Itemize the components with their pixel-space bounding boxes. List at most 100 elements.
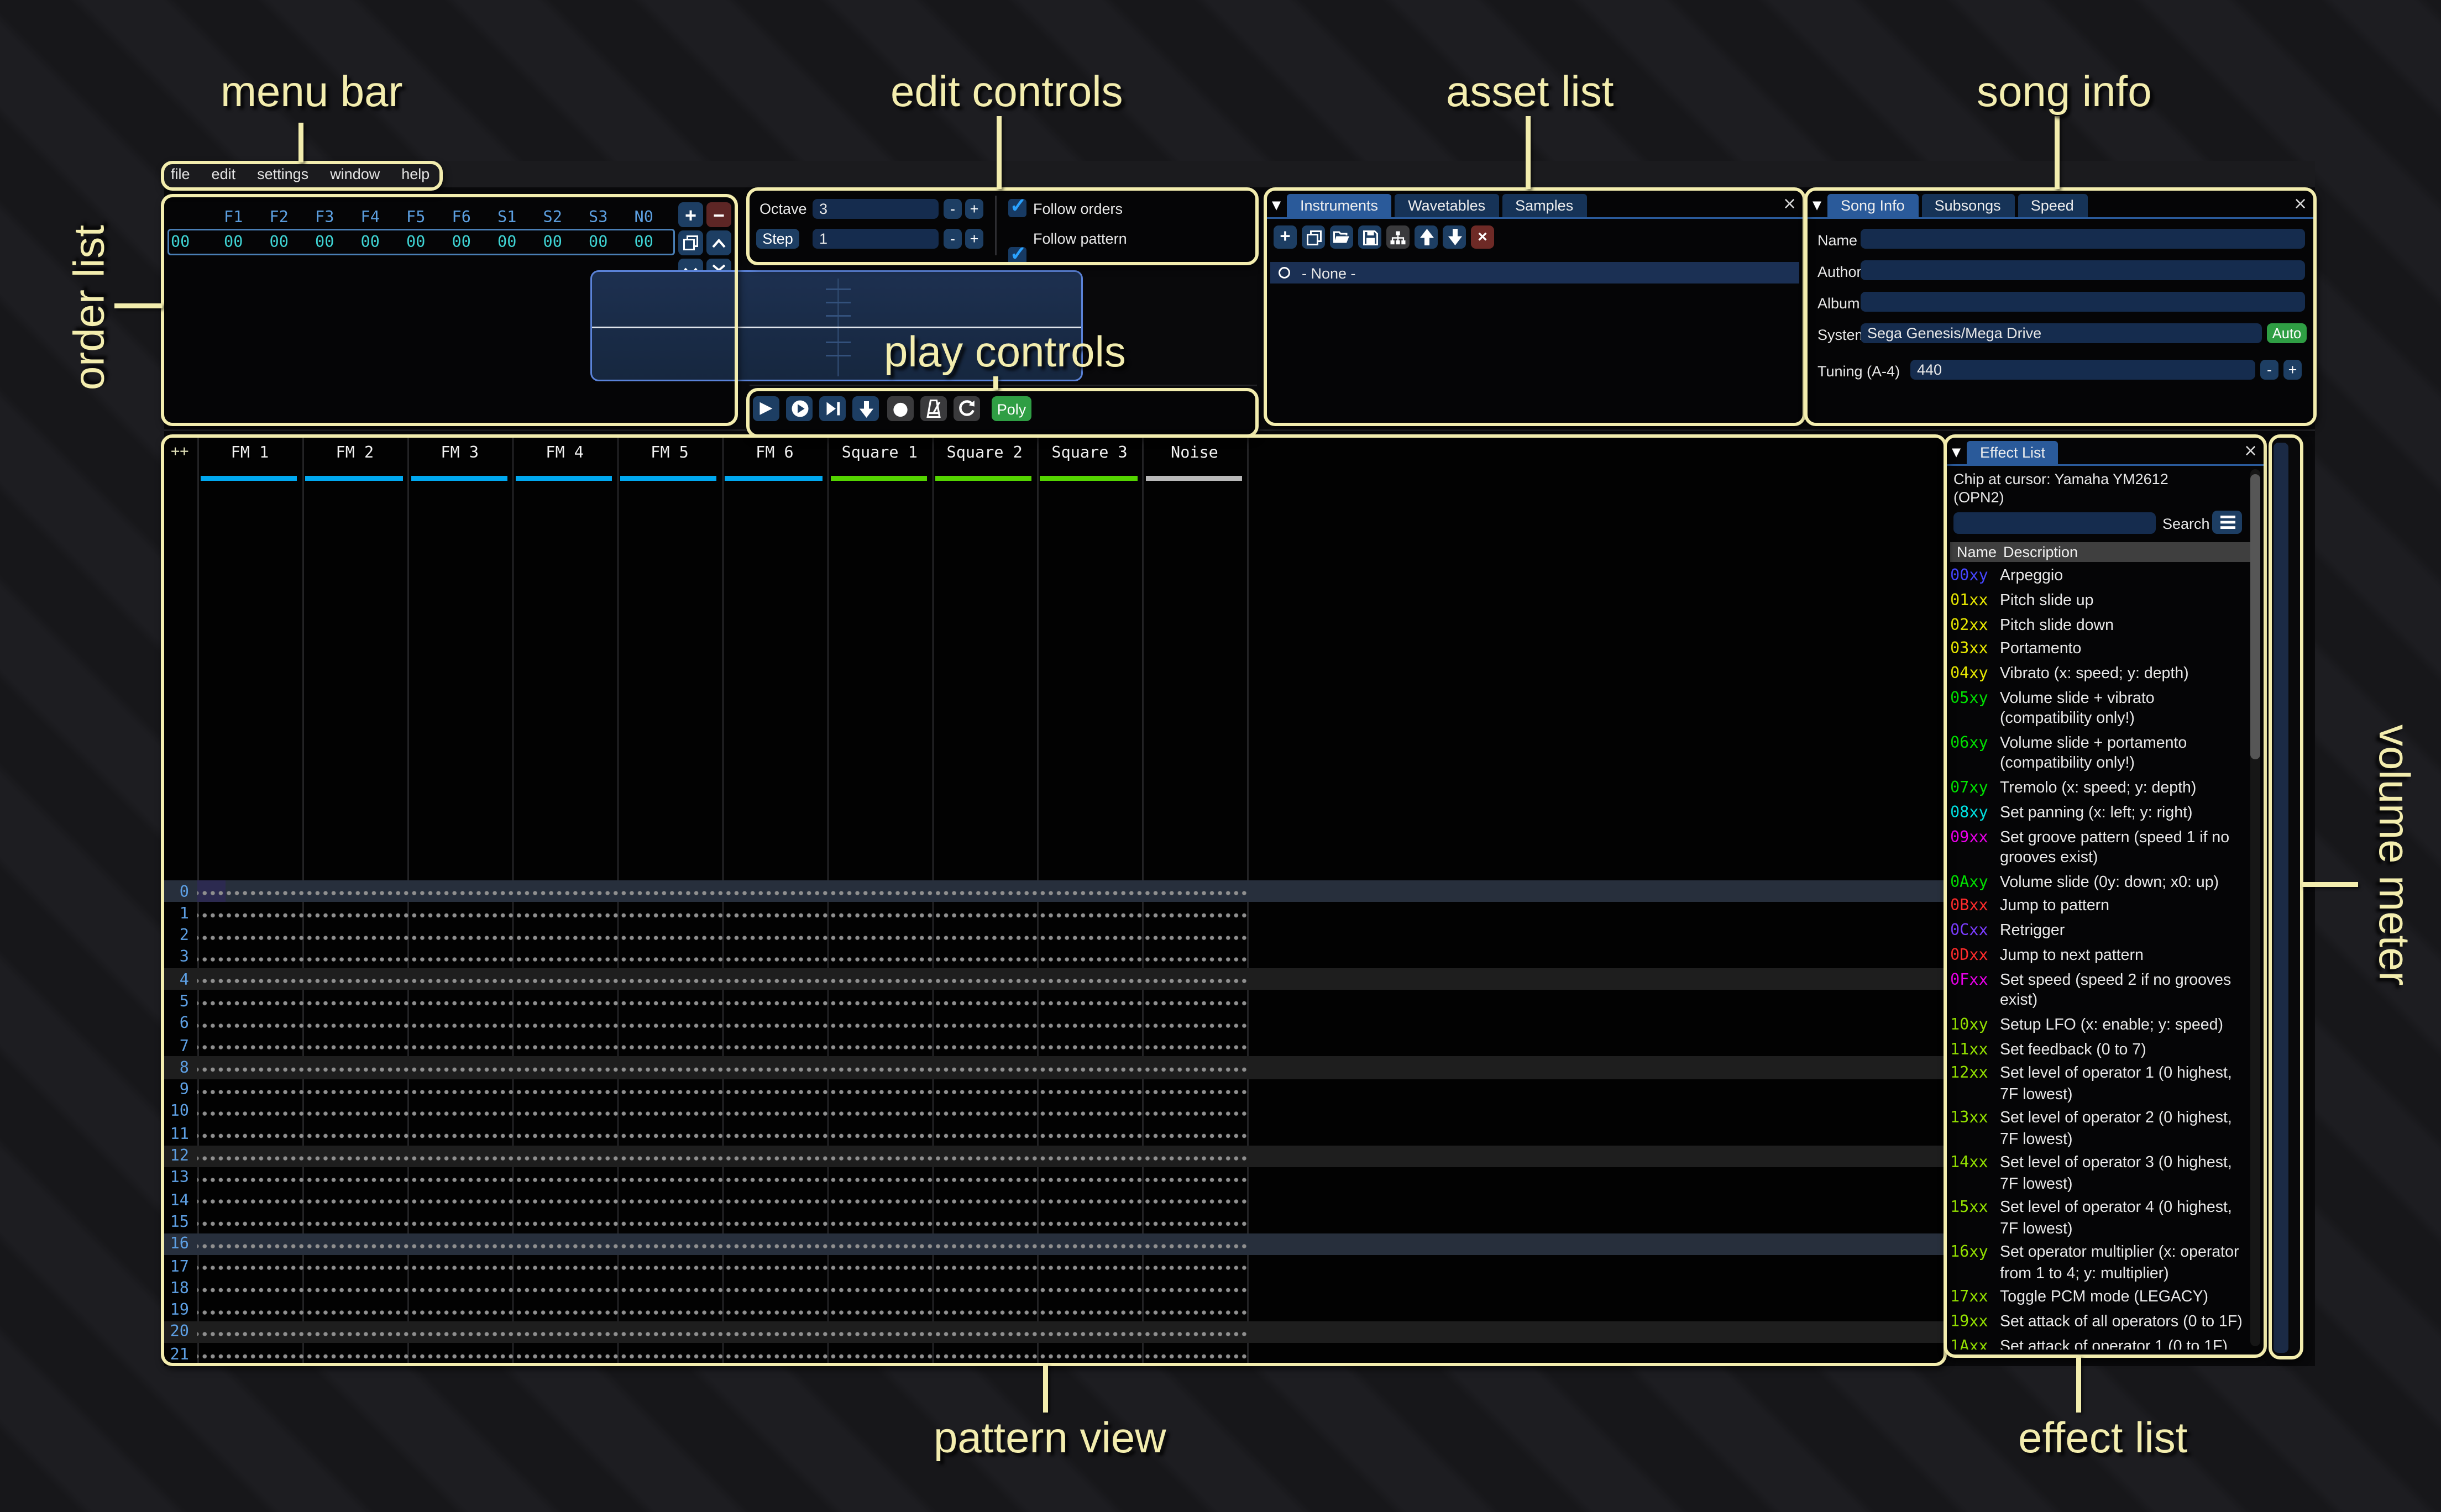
pattern-row-cells[interactable] xyxy=(197,990,1247,1013)
pattern-row[interactable]: 1 xyxy=(164,902,1944,925)
scrollbar-thumb[interactable] xyxy=(2250,474,2260,759)
pattern-row-cells[interactable] xyxy=(197,1321,1247,1343)
tab-instruments[interactable]: Instruments xyxy=(1287,194,1392,217)
order-cell[interactable]: 00 xyxy=(315,234,334,252)
poly-toggle-button[interactable]: Poly xyxy=(992,396,1031,421)
pattern-row-cells[interactable] xyxy=(197,968,1247,991)
channel-header[interactable]: FM 3 xyxy=(407,444,512,481)
order-cell[interactable]: 00 xyxy=(269,234,289,252)
octave-increase-button[interactable]: + xyxy=(965,198,983,218)
pattern-row[interactable]: 14 xyxy=(164,1189,1944,1211)
close-icon[interactable]: × xyxy=(2293,196,2308,214)
pattern-row[interactable]: 5 xyxy=(164,990,1944,1013)
menu-file[interactable]: file xyxy=(171,166,190,182)
octave-input[interactable] xyxy=(813,198,939,218)
pattern-row[interactable]: 16 xyxy=(164,1233,1944,1256)
pattern-row[interactable]: 13 xyxy=(164,1167,1944,1189)
collapse-arrow-icon[interactable]: ▼ xyxy=(1952,446,1961,459)
step-increase-button[interactable]: + xyxy=(965,228,983,248)
play-button[interactable]: ▶ xyxy=(753,396,779,421)
channel-header[interactable]: FM 2 xyxy=(302,444,407,481)
follow-pattern-checkbox[interactable] xyxy=(1008,242,1026,265)
pattern-row-cells[interactable] xyxy=(197,1343,1247,1363)
pattern-row[interactable]: 10 xyxy=(164,1100,1944,1123)
pattern-row-cells[interactable] xyxy=(197,1299,1247,1321)
pattern-row-cells[interactable] xyxy=(197,1144,1247,1167)
name-input[interactable] xyxy=(1861,229,2305,249)
edit-record-button[interactable]: ● xyxy=(887,396,914,421)
pattern-row-cells[interactable] xyxy=(197,1100,1247,1123)
step-decrease-button[interactable]: - xyxy=(944,228,962,248)
pattern-row-cells[interactable] xyxy=(197,1167,1247,1189)
tab-effect-list[interactable]: Effect List xyxy=(1967,441,2059,464)
tab-wavetables[interactable]: Wavetables xyxy=(1395,194,1499,217)
pattern-row-cells[interactable] xyxy=(197,924,1247,947)
repeat-pattern-button[interactable] xyxy=(954,396,980,421)
pattern-row[interactable]: 11 xyxy=(164,1122,1944,1145)
order-cell[interactable]: 00 xyxy=(634,234,653,252)
effect-search-input[interactable] xyxy=(1953,512,2156,534)
order-remove-button[interactable]: − xyxy=(706,202,731,227)
pattern-expand-corner[interactable]: ++ xyxy=(171,444,189,461)
pattern-row[interactable]: 8 xyxy=(164,1057,1944,1079)
collapse-arrow-icon[interactable]: ▼ xyxy=(1272,199,1281,212)
instrument-none-row[interactable]: - None - xyxy=(1270,262,1799,284)
menu-window[interactable]: window xyxy=(330,166,380,182)
tuning-decrease-button[interactable]: - xyxy=(2260,360,2278,380)
play-from-beginning-button[interactable] xyxy=(786,396,813,421)
asset-move-up-button[interactable] xyxy=(1415,225,1438,249)
channel-header[interactable]: FM 4 xyxy=(512,444,617,481)
asset-open-button[interactable] xyxy=(1330,225,1353,249)
order-duplicate-button[interactable] xyxy=(678,230,703,255)
pattern-row-cells[interactable] xyxy=(197,1079,1247,1101)
follow-orders-checkbox[interactable] xyxy=(1008,193,1026,217)
channel-header[interactable]: Square 2 xyxy=(932,444,1037,481)
collapse-arrow-icon[interactable]: ▼ xyxy=(1813,199,1822,212)
octave-decrease-button[interactable]: - xyxy=(944,198,962,218)
close-icon[interactable]: × xyxy=(1783,196,1797,214)
channel-header[interactable]: FM 5 xyxy=(617,444,722,481)
order-cell[interactable]: 00 xyxy=(497,234,517,252)
pattern-row[interactable]: 17 xyxy=(164,1255,1944,1278)
pattern-row-cells[interactable] xyxy=(197,1189,1247,1211)
order-cell[interactable]: 00 xyxy=(406,234,426,252)
asset-folders-button[interactable] xyxy=(1386,225,1410,249)
pattern-row[interactable]: 4 xyxy=(164,968,1944,991)
pattern-row-cells[interactable] xyxy=(197,1211,1247,1233)
tab-speed[interactable]: Speed xyxy=(2017,194,2087,217)
order-move-up-button[interactable] xyxy=(706,230,731,255)
play-one-row-button[interactable] xyxy=(819,396,846,421)
order-cell[interactable]: 00 xyxy=(224,234,243,252)
menu-edit[interactable]: edit xyxy=(211,166,236,182)
channel-header[interactable]: FM 1 xyxy=(197,444,302,481)
channel-header[interactable]: Square 3 xyxy=(1037,444,1142,481)
pattern-row[interactable]: 6 xyxy=(164,1012,1944,1035)
pattern-row-cells[interactable] xyxy=(197,1233,1247,1256)
pattern-row[interactable]: 20 xyxy=(164,1321,1944,1343)
author-input[interactable] xyxy=(1861,260,2305,280)
order-cell[interactable]: 00 xyxy=(589,234,608,252)
asset-delete-button[interactable]: × xyxy=(1471,225,1494,249)
step-button[interactable]: Step xyxy=(756,228,799,248)
order-row[interactable]: 00 00 00 00 00 00 00 00 00 00 00 xyxy=(171,234,668,252)
menu-settings[interactable]: settings xyxy=(257,166,309,182)
step-one-row-button[interactable] xyxy=(852,396,879,421)
pattern-row[interactable]: 19 xyxy=(164,1299,1944,1321)
album-input[interactable] xyxy=(1861,292,2305,312)
system-input[interactable] xyxy=(1861,323,2262,343)
pattern-row-cells[interactable] xyxy=(197,1057,1247,1079)
pattern-row-cells[interactable] xyxy=(197,1255,1247,1278)
pattern-row-cells[interactable] xyxy=(197,946,1247,969)
pattern-row[interactable]: 12 xyxy=(164,1144,1944,1167)
tab-subsongs[interactable]: Subsongs xyxy=(1921,194,2014,217)
pattern-row[interactable]: 18 xyxy=(164,1277,1944,1299)
order-cell[interactable]: 00 xyxy=(360,234,380,252)
menu-help[interactable]: help xyxy=(401,166,430,182)
close-icon[interactable]: × xyxy=(2244,443,2258,461)
pattern-row[interactable]: 9 xyxy=(164,1079,1944,1101)
tuning-input[interactable] xyxy=(1910,360,2255,380)
pattern-row[interactable]: 2 xyxy=(164,924,1944,947)
system-auto-button[interactable]: Auto xyxy=(2267,323,2307,343)
order-cell[interactable]: 00 xyxy=(452,234,471,252)
metronome-button[interactable] xyxy=(920,396,947,421)
